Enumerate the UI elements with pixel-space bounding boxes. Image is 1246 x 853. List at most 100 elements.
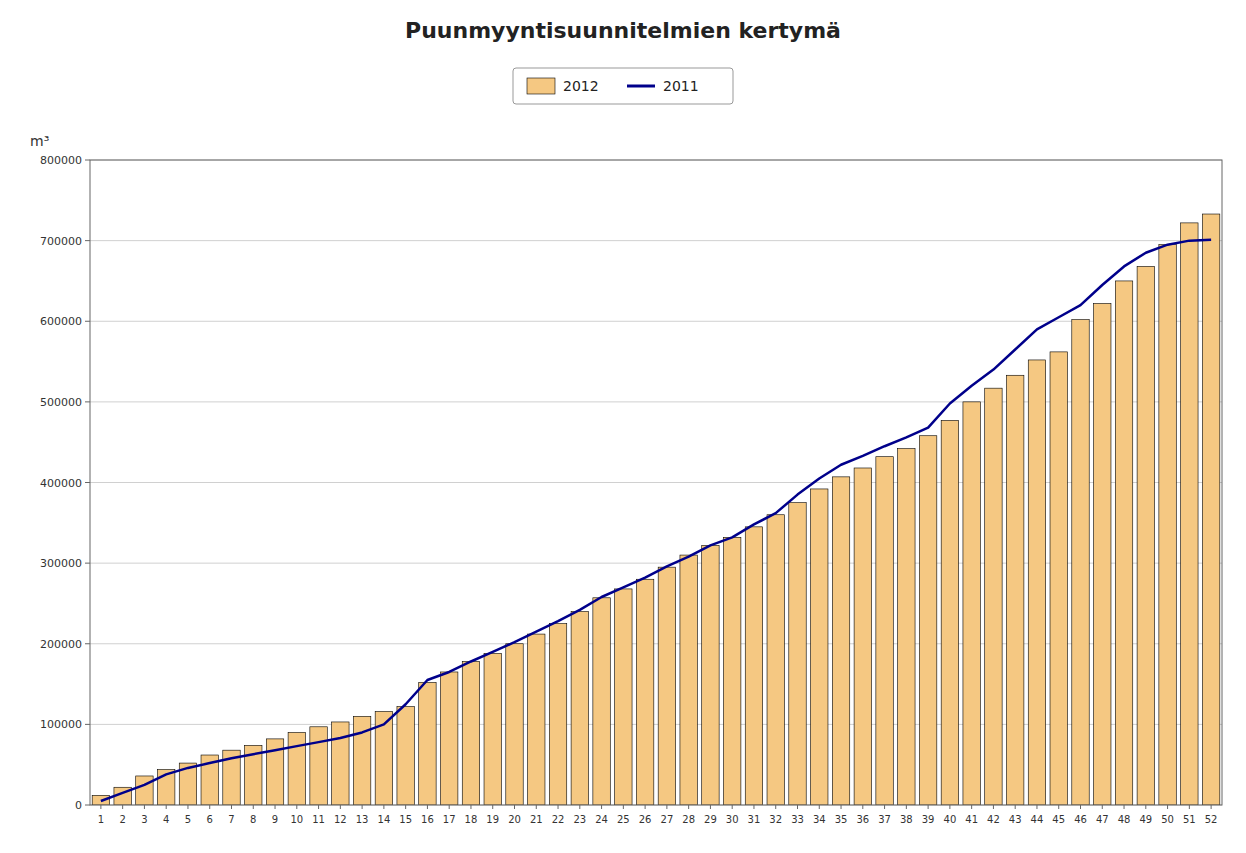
x-tick <box>906 805 907 809</box>
bar <box>571 612 588 806</box>
x-tick <box>449 805 450 809</box>
y-tick-label: 200000 <box>40 638 82 651</box>
bar <box>615 589 632 805</box>
bar <box>789 503 806 805</box>
x-tick <box>536 805 537 809</box>
bar <box>876 457 893 805</box>
x-tick <box>775 805 776 809</box>
y-tick <box>85 321 90 322</box>
y-tick <box>85 563 90 564</box>
x-tick-label: 14 <box>378 814 391 825</box>
x-tick <box>819 805 820 809</box>
x-tick-label: 28 <box>682 814 695 825</box>
x-tick-label: 50 <box>1161 814 1174 825</box>
bar <box>310 727 327 805</box>
y-tick-label: 0 <box>75 799 82 812</box>
x-tick-label: 8 <box>250 814 256 825</box>
bar <box>528 634 545 805</box>
y-tick <box>85 401 90 402</box>
x-tick-label: 20 <box>508 814 521 825</box>
x-tick <box>405 805 406 809</box>
y-tick-label: 500000 <box>40 396 82 409</box>
bar <box>397 707 414 805</box>
bar <box>419 682 436 805</box>
x-tick-label: 24 <box>595 814 608 825</box>
x-tick <box>993 805 994 809</box>
x-tick-label: 27 <box>661 814 674 825</box>
x-tick <box>1058 805 1059 809</box>
x-tick <box>100 805 101 809</box>
bar <box>658 567 675 805</box>
x-tick <box>318 805 319 809</box>
x-tick-label: 16 <box>421 814 434 825</box>
bar <box>332 722 349 805</box>
bar <box>1050 352 1067 805</box>
x-tick <box>1145 805 1146 809</box>
y-tick-label: 700000 <box>40 235 82 248</box>
x-tick-label: 12 <box>334 814 347 825</box>
bar <box>1137 266 1154 805</box>
bar <box>985 388 1002 805</box>
grid-line <box>90 240 1222 241</box>
bar <box>723 537 740 805</box>
x-tick <box>1189 805 1190 809</box>
x-tick-label: 30 <box>726 814 739 825</box>
x-tick-label: 3 <box>141 814 147 825</box>
x-tick-label: 38 <box>900 814 913 825</box>
x-tick-label: 11 <box>312 814 325 825</box>
y-tick-label: 100000 <box>40 718 82 731</box>
x-tick <box>209 805 210 809</box>
bar <box>941 420 958 805</box>
y-tick-label: 300000 <box>40 557 82 570</box>
x-tick <box>884 805 885 809</box>
bar <box>811 489 828 805</box>
x-axis: 1234567891011121314151617181920212223242… <box>98 805 1218 825</box>
x-tick <box>841 805 842 809</box>
x-tick-label: 4 <box>163 814 169 825</box>
bar <box>484 653 501 805</box>
x-tick <box>340 805 341 809</box>
y-tick <box>85 160 90 161</box>
x-tick <box>732 805 733 809</box>
x-tick-label: 36 <box>856 814 869 825</box>
x-tick <box>231 805 232 809</box>
x-tick-label: 42 <box>987 814 1000 825</box>
bar <box>832 477 849 805</box>
x-tick <box>187 805 188 809</box>
x-tick-label: 37 <box>878 814 891 825</box>
bar <box>854 468 871 805</box>
y-tick <box>85 643 90 644</box>
x-tick <box>666 805 667 809</box>
y-tick-label: 800000 <box>40 154 82 167</box>
legend: 20122011 <box>513 68 733 104</box>
x-tick <box>579 805 580 809</box>
x-tick-label: 15 <box>399 814 412 825</box>
x-tick <box>296 805 297 809</box>
x-tick <box>623 805 624 809</box>
bar <box>680 555 697 805</box>
x-tick-label: 31 <box>748 814 761 825</box>
x-tick-label: 18 <box>465 814 478 825</box>
x-tick-label: 32 <box>769 814 782 825</box>
x-tick <box>1211 805 1212 809</box>
x-tick-label: 40 <box>944 814 957 825</box>
x-tick <box>122 805 123 809</box>
x-tick <box>928 805 929 809</box>
bar <box>1006 375 1023 805</box>
plot-frame <box>90 160 1222 805</box>
x-tick-label: 39 <box>922 814 935 825</box>
bar <box>440 672 457 805</box>
x-tick <box>1015 805 1016 809</box>
x-tick-label: 34 <box>813 814 826 825</box>
marks <box>92 214 1220 805</box>
x-tick <box>558 805 559 809</box>
legend-label: 2012 <box>563 78 599 94</box>
x-tick <box>470 805 471 809</box>
x-tick <box>862 805 863 809</box>
x-tick-label: 21 <box>530 814 543 825</box>
bar <box>549 624 566 805</box>
x-tick <box>949 805 950 809</box>
y-tick-label: 600000 <box>40 315 82 328</box>
legend-swatch <box>627 85 655 88</box>
x-tick-label: 51 <box>1183 814 1196 825</box>
